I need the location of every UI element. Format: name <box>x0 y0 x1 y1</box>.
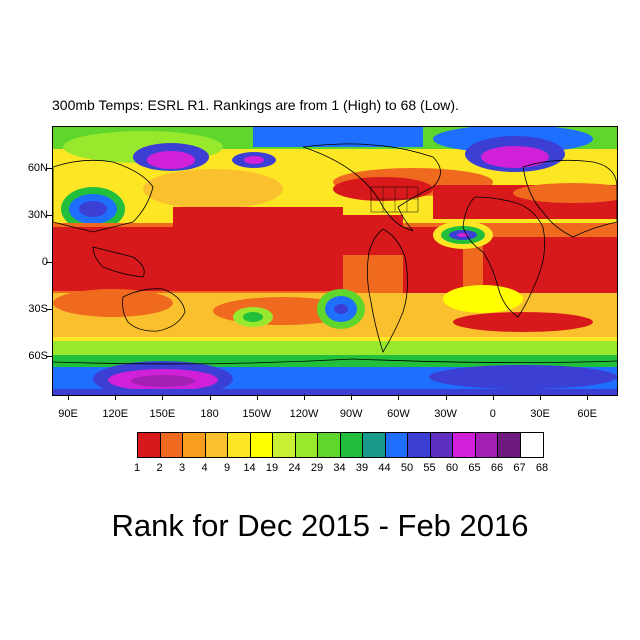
colorbar-label: 19 <box>265 462 279 474</box>
lon-tick-mark <box>445 394 447 400</box>
colorbar-swatch <box>228 433 251 457</box>
colorbar-swatch <box>318 433 341 457</box>
lon-tick-label: 150E <box>149 408 176 420</box>
lat-tick-label: 0 <box>41 256 48 268</box>
colorbar-label: 3 <box>178 462 186 474</box>
lat-tick-mark <box>46 262 52 263</box>
colorbar-label: 4 <box>201 462 208 474</box>
colorbar-label: 55 <box>423 462 436 474</box>
lon-tick-mark <box>162 394 164 400</box>
colorbar-swatch <box>363 433 386 457</box>
colorbar-swatch <box>250 433 273 457</box>
colorbar-swatch <box>205 433 228 457</box>
lat-tick-mark <box>46 356 52 357</box>
lon-tick-mark <box>304 394 305 400</box>
lon-tick-label: 60W <box>387 408 410 420</box>
colorbar-label: 39 <box>355 462 369 474</box>
colorbar-label: 2 <box>156 462 163 474</box>
lat-tick-mark <box>46 309 52 310</box>
colorbar-label: 68 <box>535 462 549 474</box>
lon-tick-label: 180 <box>200 408 219 420</box>
colorbar-label: 24 <box>288 462 301 474</box>
lon-tick-label: 60E <box>577 408 597 420</box>
lon-tick-label: 120W <box>289 408 319 420</box>
colorbar-swatch <box>183 433 206 457</box>
colorbar-swatch <box>385 433 408 457</box>
lon-tick-label: 150W <box>242 408 272 420</box>
lat-tick-label: 30N <box>27 209 48 221</box>
lon-tick-mark <box>587 394 589 400</box>
colorbar-label: 14 <box>243 462 256 474</box>
lon-tick-label: 30E <box>530 408 550 420</box>
colorbar-swatch <box>453 433 476 457</box>
colorbar-swatch <box>498 433 521 457</box>
lon-tick-mark <box>540 394 541 400</box>
colorbar-label: 67 <box>513 462 526 474</box>
colorbar-swatch <box>408 433 431 457</box>
lat-tick-label: 60S <box>28 350 48 362</box>
lon-tick-mark <box>209 394 211 400</box>
lat-tick-label: 60N <box>27 162 48 174</box>
colorbar-label: 66 <box>490 462 504 474</box>
colorbar-label: 50 <box>400 462 414 474</box>
colorbar-swatch <box>520 433 543 457</box>
lon-tick-mark <box>68 394 69 400</box>
colorbar-label: 44 <box>378 462 391 474</box>
colorbar <box>137 432 544 458</box>
map-subtitle: 300mb Temps: ESRL R1. Rankings are from … <box>52 97 459 113</box>
lat-tick-label: 30S <box>28 303 48 315</box>
ranking-map <box>52 126 618 396</box>
colorbar-label: 60 <box>445 462 459 474</box>
colorbar-swatch <box>273 433 296 457</box>
lat-tick-mark <box>46 215 52 216</box>
colorbar-label: 9 <box>223 462 231 474</box>
colorbar-swatch <box>430 433 453 457</box>
colorbar-label: 65 <box>468 462 481 474</box>
colorbar-swatch <box>160 433 183 457</box>
lon-tick-label: 90W <box>339 408 363 420</box>
colorbar-swatch <box>475 433 498 457</box>
lon-tick-mark <box>398 394 400 400</box>
colorbar-swatch <box>138 433 161 457</box>
lon-tick-mark <box>351 394 353 400</box>
lon-tick-label: 120E <box>102 408 129 420</box>
lon-tick-label: 0 <box>489 408 496 420</box>
main-title: Rank for Dec 2015 - Feb 2016 <box>111 508 529 543</box>
colorbar-label: 1 <box>133 462 141 474</box>
colorbar-swatch <box>295 433 318 457</box>
lon-tick-mark <box>256 394 258 400</box>
colorbar-swatch <box>340 433 363 457</box>
lat-tick-mark <box>46 168 52 169</box>
ranking-map-field <box>53 127 617 395</box>
lon-tick-mark <box>492 394 494 400</box>
colorbar-label: 29 <box>310 462 324 474</box>
lon-tick-label: 30W <box>434 408 457 420</box>
colorbar-label: 34 <box>333 462 346 474</box>
lon-tick-label: 90E <box>58 408 78 420</box>
lon-tick-mark <box>115 394 117 400</box>
